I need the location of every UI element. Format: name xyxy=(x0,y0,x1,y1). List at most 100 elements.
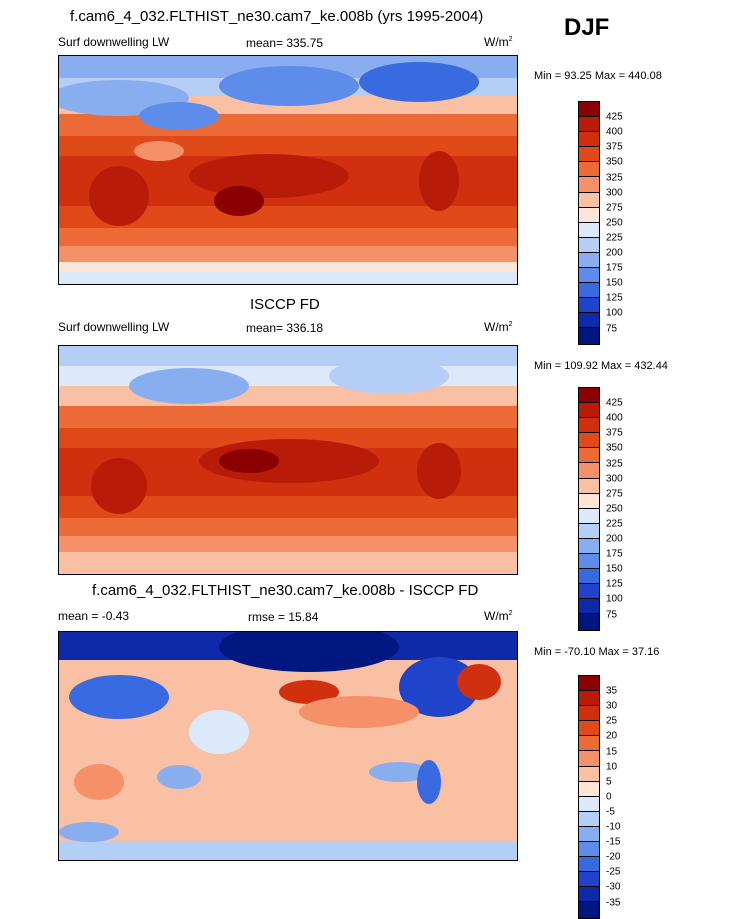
colorbar-tick-label: 75 xyxy=(606,609,618,620)
colorbar-swatch xyxy=(579,842,599,858)
panel-3-rmse: rmse = 15.84 xyxy=(248,610,319,624)
colorbar-swatch xyxy=(579,162,599,178)
colorbar-swatch xyxy=(579,811,599,827)
colorbar-tick-label: 35 xyxy=(606,685,618,697)
colorbar-swatch xyxy=(579,523,599,539)
colorbar-tick-label: 15 xyxy=(606,746,618,757)
colorbar-swatch xyxy=(579,554,599,570)
panel-1-units: W/m2 xyxy=(484,35,513,49)
colorbar-tick-label: -35 xyxy=(606,897,621,908)
colorbar-swatch xyxy=(579,418,599,434)
colorbar-tick-label: 300 xyxy=(606,187,623,199)
colorbar-tick-label: 200 xyxy=(606,533,623,545)
panel-1-map xyxy=(58,55,518,285)
colorbar-tick-label: 325 xyxy=(606,172,623,183)
colorbar-tick-label: -15 xyxy=(606,836,621,848)
colorbar-swatch xyxy=(579,796,599,812)
colorbar-swatch xyxy=(579,268,599,284)
colorbar-tick-label: 10 xyxy=(606,761,618,773)
colorbar-tick-label: 100 xyxy=(606,307,623,319)
colorbar-swatch xyxy=(579,328,599,344)
colorbar-tick-label: -10 xyxy=(606,821,621,833)
colorbar-swatch xyxy=(579,132,599,148)
colorbar-tick-label: 250 xyxy=(606,217,623,229)
colorbar-swatch xyxy=(579,599,599,615)
colorbar-swatch xyxy=(579,676,599,692)
colorbar-tick-label: 425 xyxy=(606,111,623,123)
colorbar-tick-label: 125 xyxy=(606,578,623,590)
panel-3-map-field xyxy=(59,632,517,860)
panel-1-minmax: Min = 93.25 Max = 440.08 xyxy=(534,70,662,82)
colorbar-swatch xyxy=(579,478,599,494)
colorbar-swatch xyxy=(579,508,599,524)
panel-1-left-label: Surf downwelling LW xyxy=(58,35,170,49)
panel-3-mean: mean = -0.43 xyxy=(58,609,130,623)
colorbar-tick-label: 225 xyxy=(606,232,623,244)
colorbar-tick-label: 150 xyxy=(606,277,623,289)
colorbar-swatch xyxy=(579,538,599,555)
colorbar-swatch xyxy=(579,403,599,419)
panel-3-colorbar xyxy=(578,675,600,919)
colorbar-tick-label: -30 xyxy=(606,881,621,893)
colorbar-swatch xyxy=(579,237,599,253)
colorbar-tick-label: 350 xyxy=(606,442,623,454)
panel-2-units: W/m2 xyxy=(484,320,513,334)
colorbar-tick-label: 425 xyxy=(606,397,623,409)
colorbar-swatch xyxy=(579,614,599,630)
panel-2-map xyxy=(58,345,518,575)
season-label: DJF xyxy=(564,14,610,41)
colorbar-tick-label: 300 xyxy=(606,473,623,485)
colorbar-swatch xyxy=(579,706,599,722)
colorbar-tick-label: 275 xyxy=(606,488,623,500)
colorbar-swatch xyxy=(579,826,599,843)
panel-3-map xyxy=(58,631,518,861)
colorbar-swatch xyxy=(579,177,599,193)
colorbar-tick-label: -20 xyxy=(606,851,621,863)
panel-2-minmax: Min = 109.92 Max = 432.44 xyxy=(534,360,668,372)
colorbar-swatch xyxy=(579,569,599,585)
panel-2-mean: mean= 336.18 xyxy=(246,321,324,335)
colorbar-swatch xyxy=(579,493,599,509)
colorbar-tick-label: 175 xyxy=(606,548,623,560)
colorbar-swatch xyxy=(579,102,599,118)
colorbar-tick-label: 350 xyxy=(606,156,623,168)
panel-1-title: f.cam6_4_032.FLTHIST_ne30.cam7_ke.008b (… xyxy=(70,8,484,25)
colorbar-tick-label: 375 xyxy=(606,141,623,153)
colorbar-tick-label: 225 xyxy=(606,518,623,530)
colorbar-tick-label: 250 xyxy=(606,503,623,515)
colorbar-swatch xyxy=(579,691,599,707)
colorbar-tick-label: -5 xyxy=(606,806,615,818)
colorbar-swatch xyxy=(579,766,599,782)
colorbar-swatch xyxy=(579,252,599,269)
colorbar-swatch xyxy=(579,147,599,163)
colorbar-swatch xyxy=(579,751,599,767)
colorbar-swatch xyxy=(579,902,599,918)
colorbar-swatch xyxy=(579,222,599,238)
colorbar-swatch xyxy=(579,721,599,737)
panel-1-map-field xyxy=(59,56,517,284)
panel-3-title: f.cam6_4_032.FLTHIST_ne30.cam7_ke.008b -… xyxy=(92,582,479,599)
colorbar-tick-label: 200 xyxy=(606,247,623,259)
colorbar-swatch xyxy=(579,117,599,133)
colorbar-tick-label: 175 xyxy=(606,262,623,274)
colorbar-swatch xyxy=(579,298,599,314)
colorbar-swatch xyxy=(579,887,599,903)
colorbar-swatch xyxy=(579,283,599,299)
panel-1-mean: mean= 335.75 xyxy=(246,36,324,50)
panel-3-units: W/m2 xyxy=(484,609,513,623)
colorbar-tick-label: 30 xyxy=(606,700,618,712)
colorbar-swatch xyxy=(579,872,599,888)
colorbar-swatch xyxy=(579,463,599,479)
colorbar-tick-label: 275 xyxy=(606,202,623,214)
colorbar-swatch xyxy=(579,781,599,797)
colorbar-swatch xyxy=(579,207,599,223)
colorbar-swatch xyxy=(579,192,599,208)
panel-2-left-label: Surf downwelling LW xyxy=(58,320,170,334)
colorbar-swatch xyxy=(579,448,599,464)
colorbar-tick-label: 325 xyxy=(606,458,623,469)
colorbar-swatch xyxy=(579,584,599,600)
colorbar-tick-label: 5 xyxy=(606,776,612,788)
panel-2-map-field xyxy=(59,346,517,574)
panel-3-minmax: Min = -70.10 Max = 37.16 xyxy=(534,646,660,658)
colorbar-swatch xyxy=(579,388,599,404)
